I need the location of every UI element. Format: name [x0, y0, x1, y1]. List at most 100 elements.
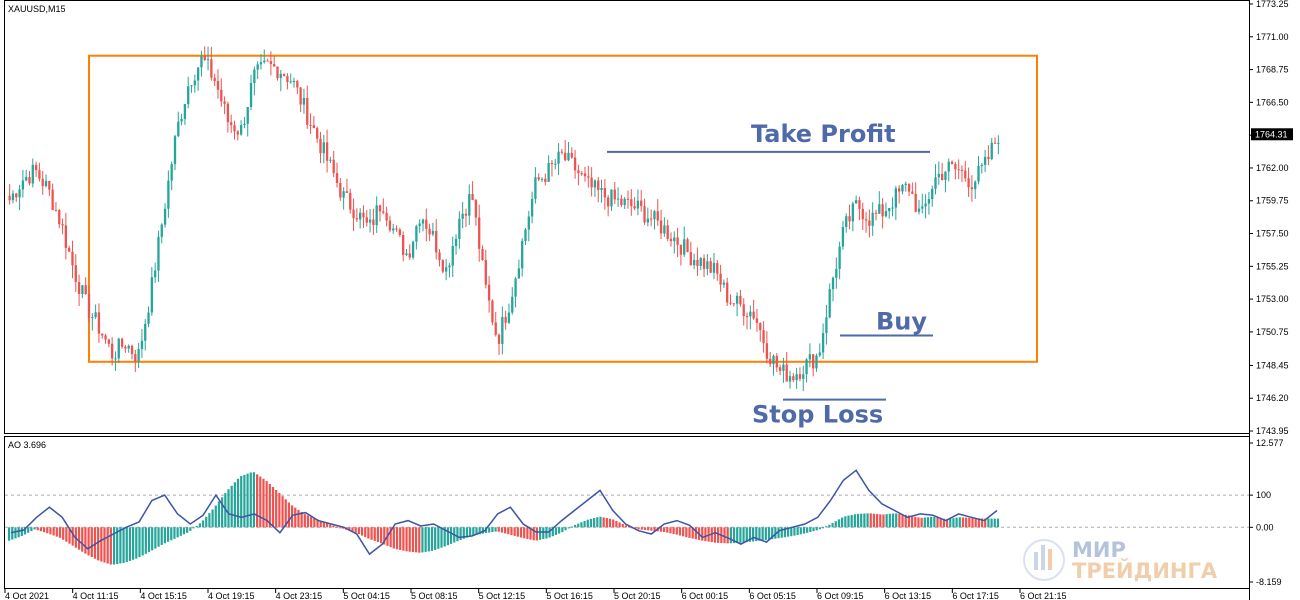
- ao-bar: [694, 527, 697, 540]
- ao-bar: [443, 527, 446, 547]
- candle-body: [77, 282, 81, 295]
- candle-body: [97, 312, 101, 334]
- candle-body: [167, 180, 170, 209]
- candle-body: [954, 164, 957, 170]
- candle-body: [61, 224, 64, 226]
- ao-bar: [446, 527, 449, 546]
- candle-body: [421, 219, 425, 224]
- candle-body: [329, 159, 332, 161]
- ao-bar: [551, 527, 554, 537]
- ao-bar: [513, 527, 516, 536]
- candle-body: [673, 237, 676, 242]
- ao-bar: [850, 514, 853, 528]
- ao-bar: [812, 527, 815, 532]
- ao-bar: [300, 511, 303, 528]
- candle-body: [950, 161, 954, 165]
- candle-body: [735, 295, 739, 304]
- ao-bar: [662, 527, 666, 533]
- candle-body: [91, 317, 94, 319]
- ao-bar: [395, 527, 399, 550]
- ao-bar: [160, 527, 163, 545]
- ao-bar: [424, 527, 427, 552]
- candle-body: [676, 237, 679, 245]
- candle-body: [378, 205, 382, 212]
- candle-body: [521, 240, 524, 269]
- ao-bar: [914, 516, 917, 528]
- candle-body: [239, 125, 243, 135]
- candle-body: [778, 367, 782, 371]
- candle-body: [709, 261, 712, 273]
- candle-body: [567, 152, 570, 161]
- candle-body: [798, 374, 802, 379]
- candle-body: [769, 358, 772, 365]
- candle-body: [101, 333, 104, 336]
- ao-bar: [77, 527, 81, 550]
- candle-body: [967, 178, 970, 188]
- candle-body: [309, 124, 312, 126]
- ao-bar: [926, 517, 930, 528]
- candle-body: [868, 220, 871, 226]
- ao-bar: [713, 527, 717, 543]
- ao-bar: [472, 527, 475, 536]
- ao-bar: [103, 527, 106, 563]
- ao-signal-path: [10, 469, 998, 556]
- ao-bar: [872, 513, 876, 528]
- candle-body: [137, 348, 140, 362]
- time-tick-label: 4 Oct 2021: [5, 591, 49, 600]
- ao-bar: [151, 527, 154, 551]
- candle-body: [825, 317, 828, 334]
- ao-bar: [767, 527, 771, 540]
- candle-body: [851, 203, 855, 222]
- ao-bar: [373, 527, 376, 541]
- candle-body: [282, 73, 286, 77]
- ao-bar: [380, 527, 383, 544]
- ao-bar: [783, 527, 787, 538]
- ao-bar: [357, 527, 360, 535]
- ao-bar: [198, 523, 201, 528]
- candle-body: [405, 253, 408, 255]
- candle-body: [570, 152, 573, 158]
- time-tick-label: 4 Oct 15:15: [140, 591, 187, 600]
- candle-body: [415, 226, 418, 242]
- ao-bar: [548, 527, 551, 538]
- ao-bar: [488, 527, 491, 533]
- candle-body: [487, 284, 491, 301]
- candle-body: [352, 209, 355, 219]
- candle-body: [87, 294, 91, 319]
- candle-body: [550, 162, 554, 165]
- candle-body: [190, 85, 193, 87]
- candle-body: [831, 277, 835, 290]
- ao-bar: [157, 527, 160, 547]
- candle-body: [11, 193, 15, 201]
- candle-body: [51, 189, 54, 211]
- ao-bar: [284, 499, 287, 528]
- candle-body: [699, 258, 702, 266]
- ao-bar: [666, 527, 669, 533]
- ao-signal-line: [10, 469, 998, 556]
- watermark-line1: МИР: [1072, 538, 1126, 562]
- ao-bar: [154, 527, 157, 549]
- ao-bar: [370, 527, 373, 540]
- candle-body: [640, 200, 643, 207]
- ao-bar: [281, 496, 284, 528]
- candle-body: [200, 56, 203, 68]
- ao-bar: [901, 514, 904, 528]
- candle-body: [848, 216, 851, 222]
- ao-bar: [449, 527, 453, 544]
- candle-body: [706, 261, 709, 269]
- candle-body: [8, 195, 11, 201]
- ao-bar: [863, 513, 866, 528]
- ao-bar: [869, 513, 872, 528]
- ao-bar: [678, 527, 682, 536]
- candle-body: [514, 278, 517, 297]
- candle-body: [276, 66, 279, 79]
- ao-bar: [564, 527, 567, 531]
- candle-body: [15, 193, 18, 198]
- ao-bar: [806, 527, 809, 533]
- candle-body: [878, 204, 881, 214]
- ao-bar: [535, 527, 539, 541]
- time-tick-label: 6 Oct 17:15: [952, 591, 999, 600]
- candle-body: [540, 178, 544, 180]
- ao-bar: [109, 527, 112, 565]
- candle-body: [246, 106, 249, 124]
